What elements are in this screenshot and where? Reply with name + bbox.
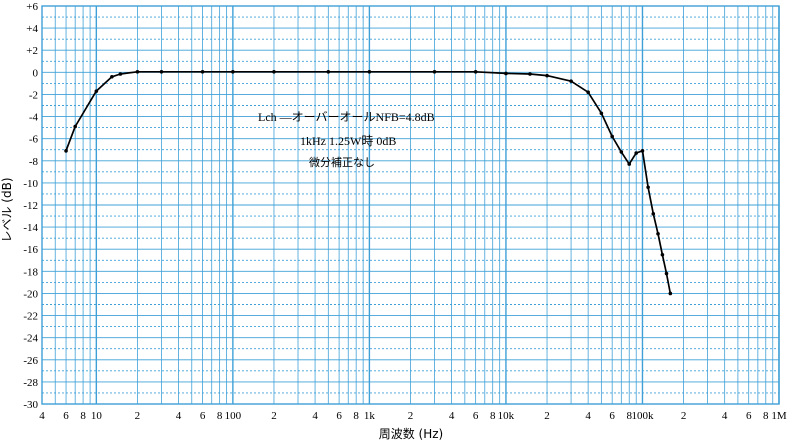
x-tick-label: 100k [631,410,654,422]
y-tick-label: -20 [23,288,38,300]
data-point [110,74,114,79]
data-point [627,162,632,166]
data-point [504,71,508,76]
y-tick-label: -28 [23,377,38,389]
grid [41,5,780,405]
data-point [619,150,624,154]
x-tick-label: 4 [449,410,455,422]
data-point [367,69,372,74]
x-tick-label: 1M [771,410,787,422]
x-tick-label: 4 [312,410,318,422]
y-tick-label: -12 [23,200,38,212]
plot-frame [41,5,780,405]
data-point [200,69,205,74]
annotation-nfb: Lch ―オーバーオールNFB=4.8dB [258,110,435,124]
data-point [599,111,604,116]
data-point [634,151,639,155]
x-tick-label: 10 [91,410,103,422]
y-tick-label: -14 [23,222,38,234]
x-tick-label: 8 [217,410,223,422]
y-tick-label: -26 [23,355,38,367]
y-tick-label: -8 [29,156,39,168]
data-point [94,89,99,93]
y-axis-title: レベル (dB) [0,177,14,242]
data-point [668,291,673,296]
y-tick-label: -22 [23,311,38,323]
x-tick-label: 1k [364,410,376,422]
data-point [610,134,614,139]
data-point [272,69,276,74]
x-tick-label: 2 [408,410,414,422]
annotation-reference: 1kHz 1.25W時 0dB [300,134,396,148]
y-tick-label: -30 [23,399,38,411]
x-axis-title: 周波数 (Hz) [379,426,444,441]
y-tick-label: -4 [29,112,39,124]
annotation-correction: 微分補正なし [309,155,375,169]
data-point [656,231,660,236]
x-tick-label: 8 [80,410,86,422]
y-tick-label: -18 [23,266,38,278]
x-tick-label: 2 [544,410,550,422]
x-tick-label: 6 [609,410,615,422]
data-point [135,69,140,74]
x-tick-label: 2 [271,410,277,422]
data-point [586,90,590,95]
x-tick-label: 4 [722,410,728,422]
x-tick-label: 10k [498,410,515,422]
series [64,69,673,296]
x-tick-label: 100 [225,410,242,422]
data-point [651,212,656,216]
x-tick-label: 2 [135,410,141,422]
x-tick-label: 8 [353,410,359,422]
x-tick-label: 4 [585,410,591,422]
data-point [326,69,331,74]
data-point [432,69,437,74]
y-tick-label: +2 [26,45,38,57]
data-point [118,72,123,76]
data-point [528,72,532,76]
data-point [231,69,235,74]
data-point [64,149,68,153]
y-tick-label: -16 [23,244,38,256]
x-tick-label: 2 [681,410,687,422]
x-tick-label: 8 [490,410,496,422]
data-point [640,149,645,153]
y-tick-labels: +6 +4 +2 0 -2 -4 -6 -8 -10 -12 -14 -16 -18 -20 -22 -24 -… [23,1,38,411]
y-tick-label: +4 [26,23,38,35]
y-tick-label: 0 [33,67,39,79]
x-tick-label: 8 [763,410,769,422]
x-tick-label: 6 [336,410,342,422]
data-point [159,69,164,74]
x-tick-label: 4 [39,410,45,422]
x-tick-labels: 4 6 8 10 2 4 6 8 100 2 4 6 8 1k 2 4 6 8 10k 2 4 6 8 100k 2 4 6 8 1M [39,410,787,422]
x-tick-label: 6 [746,410,752,422]
y-tick-label: +6 [26,1,38,13]
x-tick-label: 6 [63,410,69,422]
data-point [646,185,650,190]
data-point [473,69,478,74]
y-tick-label: -10 [23,178,38,190]
x-tick-label: 8 [626,410,632,422]
data-point [569,79,573,83]
data-point [73,124,77,129]
y-tick-label: -24 [23,333,38,345]
y-tick-label: -6 [29,134,39,146]
x-tick-label: 6 [473,410,479,422]
x-tick-label: 4 [176,410,182,422]
data-point [664,271,669,276]
data-point [660,252,665,257]
y-tick-label: -2 [29,89,38,101]
x-tick-label: 6 [200,410,206,422]
data-point [545,73,549,78]
